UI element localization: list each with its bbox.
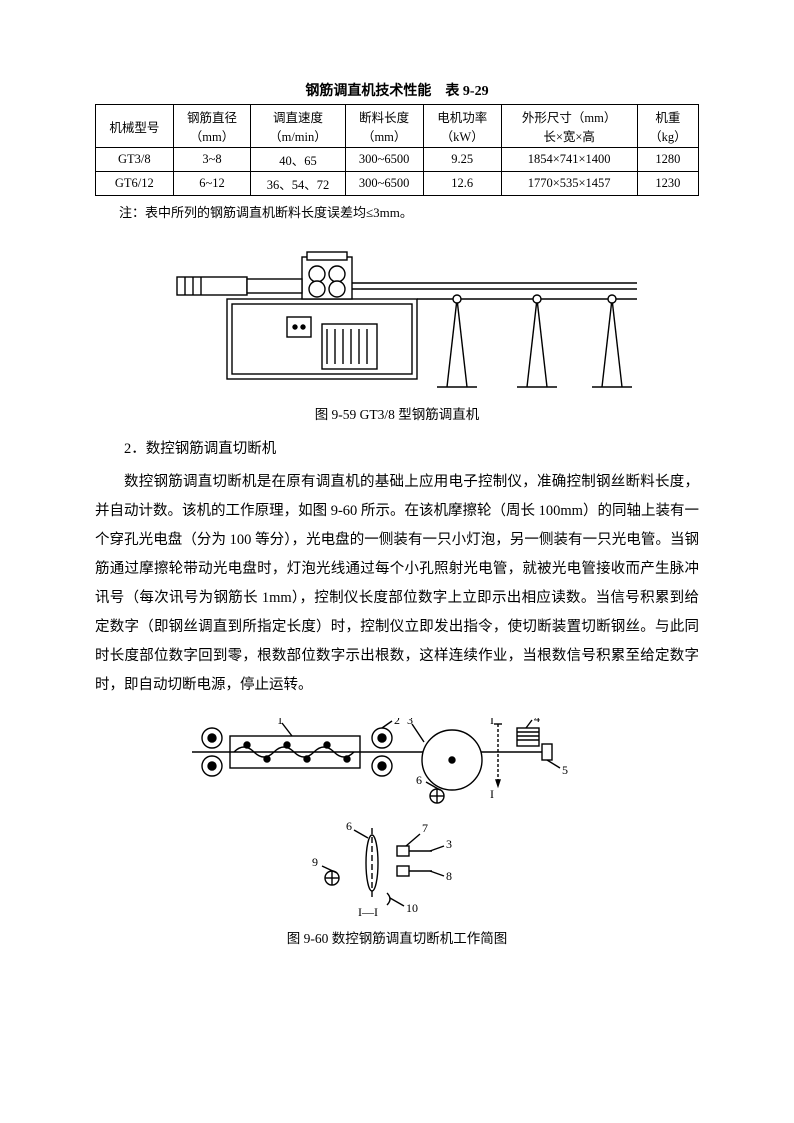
cell: 300~6500 [345, 148, 423, 172]
cell: GT6/12 [96, 172, 174, 196]
machine-diagram-icon [157, 239, 637, 394]
cell: 6~12 [173, 172, 251, 196]
cell: 12.6 [423, 172, 501, 196]
table-row: GT3/8 3~8 40、65 300~6500 9.25 1854×741×1… [96, 148, 699, 172]
label-6: 6 [416, 773, 422, 787]
col-4-h2: （kW） [428, 126, 497, 145]
label-4: 4 [534, 718, 540, 725]
col-0-h1: 机械型号 [100, 117, 169, 136]
cnc-cutter-diagram-icon: 1 2 3 4 5 6 I I [182, 718, 612, 918]
label-9: 9 [312, 855, 318, 869]
label-2: 2 [394, 718, 400, 727]
cell: 1770×535×1457 [501, 172, 637, 196]
col-1: 钢筋直径 （mm） [173, 105, 251, 148]
col-6: 机重 （kg） [637, 105, 698, 148]
cell: GT3/8 [96, 148, 174, 172]
col-4: 电机功率 （kW） [423, 105, 501, 148]
cell: 40、65 [251, 148, 345, 172]
col-5-h2: 长×宽×高 [506, 126, 633, 145]
spec-table: 机械型号 钢筋直径 （mm） 调直速度 （m/min） 断料长度 （mm） 电机… [95, 104, 699, 196]
section-2-paragraph: 数控钢筋调直切断机是在原有调直机的基础上应用电子控制仪，准确控制钢丝断料长度，并… [95, 468, 699, 700]
col-1-h2: （mm） [178, 126, 247, 145]
table-note: 注：表中所列的钢筋调直机断料长度误差均≤3mm。 [95, 202, 699, 221]
cell: 36、54、72 [251, 172, 345, 196]
label-10: 10 [406, 901, 418, 915]
figure-9-60-caption: 图 9-60 数控钢筋调直切断机工作简图 [95, 927, 699, 947]
cell: 1230 [637, 172, 698, 196]
cell: 1854×741×1400 [501, 148, 637, 172]
figure-9-59-caption: 图 9-59 GT3/8 型钢筋调直机 [95, 403, 699, 423]
label-3b: 3 [446, 837, 452, 851]
section-i-top: I [490, 718, 494, 727]
table-row: GT6/12 6~12 36、54、72 300~6500 12.6 1770×… [96, 172, 699, 196]
figure-9-59: 图 9-59 GT3/8 型钢筋调直机 [95, 239, 699, 423]
section-i-bot: I [490, 787, 494, 801]
section-2-heading: 2．数控钢筋调直切断机 [95, 437, 699, 458]
label-5: 5 [562, 763, 568, 777]
cell: 1280 [637, 148, 698, 172]
col-5-h1: 外形尺寸（mm） [506, 107, 633, 126]
cell: 300~6500 [345, 172, 423, 196]
cell: 9.25 [423, 148, 501, 172]
table-header-row: 机械型号 钢筋直径 （mm） 调直速度 （m/min） 断料长度 （mm） 电机… [96, 105, 699, 148]
figure-9-60: 1 2 3 4 5 6 I I [95, 718, 699, 947]
label-8: 8 [446, 869, 452, 883]
cell: 3~8 [173, 148, 251, 172]
section-label: I—I [358, 905, 378, 918]
col-4-h1: 电机功率 [428, 107, 497, 126]
col-3-h1: 断料长度 [350, 107, 419, 126]
col-1-h1: 钢筋直径 [178, 107, 247, 126]
label-7: 7 [422, 821, 428, 835]
col-2-h2: （m/min） [255, 126, 340, 145]
col-5: 外形尺寸（mm） 长×宽×高 [501, 105, 637, 148]
label-3: 3 [407, 718, 413, 727]
label-6b: 6 [346, 819, 352, 833]
col-2-h1: 调直速度 [255, 107, 340, 126]
col-2: 调直速度 （m/min） [251, 105, 345, 148]
col-3: 断料长度 （mm） [345, 105, 423, 148]
table-title: 钢筋调直机技术性能 表 9-29 [95, 80, 699, 100]
col-3-h2: （mm） [350, 126, 419, 145]
col-6-h1: 机重 [642, 107, 694, 126]
label-1: 1 [277, 718, 283, 727]
col-6-h2: （kg） [642, 126, 694, 145]
col-0: 机械型号 [96, 105, 174, 148]
